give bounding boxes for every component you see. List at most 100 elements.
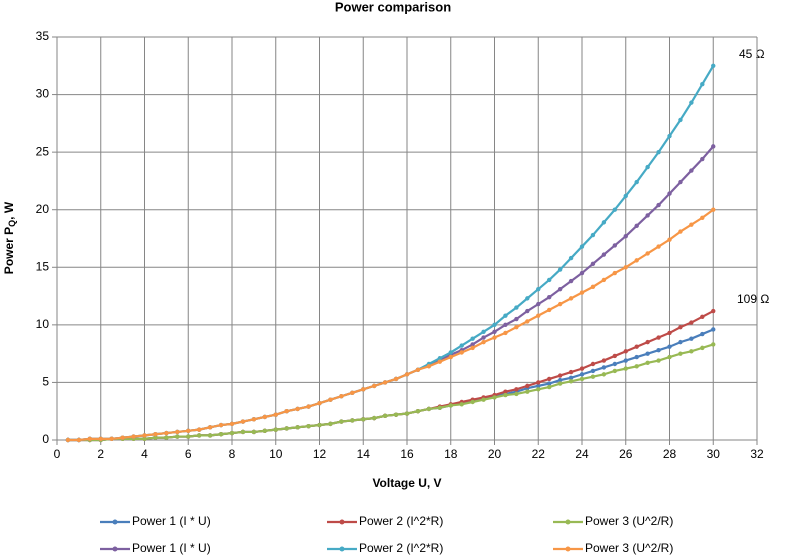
data-point: [218, 422, 224, 428]
data-point: [634, 364, 639, 369]
legend-label: Power 1 (I * U): [132, 514, 211, 528]
data-point: [645, 360, 650, 366]
data-point: [689, 168, 694, 173]
data-point: [546, 307, 552, 313]
data-point: [645, 213, 650, 218]
data-point: [612, 243, 618, 248]
data-point: [634, 354, 639, 360]
data-point: [667, 237, 672, 242]
data-point: [448, 350, 453, 355]
x-axis-label: Voltage U, V: [372, 476, 441, 490]
data-point: [426, 406, 432, 412]
data-point: [711, 63, 716, 68]
data-point: [371, 415, 377, 421]
data-point: [251, 429, 257, 435]
data-point: [568, 379, 574, 384]
legend-label: Power 2 (I^2*R): [359, 514, 443, 528]
data-point: [623, 265, 628, 270]
data-point: [536, 286, 541, 292]
data-point: [306, 423, 311, 429]
data-point: [678, 339, 683, 345]
data-point: [481, 329, 486, 334]
data-point: [470, 342, 475, 347]
data-point: [240, 419, 246, 424]
data-point: [623, 366, 628, 371]
data-point: [229, 430, 235, 436]
data-point: [557, 267, 563, 272]
data-point: [546, 376, 552, 382]
data-point: [568, 278, 574, 284]
x-tick-label: 14: [357, 447, 371, 461]
data-point: [339, 419, 344, 424]
data-point: [536, 383, 541, 389]
legend-marker: [565, 546, 571, 552]
data-point: [601, 252, 607, 257]
data-point: [634, 344, 639, 349]
series-line: [67, 65, 715, 442]
data-point: [273, 427, 278, 432]
series-line: [67, 145, 715, 442]
data-point: [142, 433, 147, 438]
legend-label: Power 1 (I * U): [132, 541, 211, 555]
data-point: [295, 406, 300, 412]
data-point: [700, 331, 705, 337]
data-point: [229, 421, 235, 427]
data-point: [590, 368, 596, 374]
data-point: [306, 404, 311, 409]
data-point: [667, 133, 672, 139]
data-point: [262, 414, 268, 420]
x-tick-label: 24: [575, 447, 589, 461]
data-point: [656, 335, 661, 340]
data-point: [656, 244, 661, 249]
data-point: [645, 251, 650, 256]
data-point: [153, 432, 158, 437]
data-point: [601, 220, 607, 225]
y-tick-label: 0: [42, 432, 49, 446]
x-tick-label: 28: [663, 447, 677, 461]
y-tick-label: 35: [36, 29, 50, 43]
y-label-suffix: , W: [2, 201, 16, 220]
data-point: [700, 314, 705, 319]
data-point: [481, 339, 486, 345]
data-point: [656, 347, 661, 353]
data-point: [503, 322, 508, 328]
data-point: [590, 361, 596, 367]
data-point: [711, 144, 716, 149]
data-point: [536, 301, 541, 307]
data-point: [711, 327, 716, 332]
data-point: [557, 377, 563, 383]
data-point: [601, 358, 607, 363]
data-point: [371, 383, 377, 389]
data-point: [601, 277, 607, 283]
data-point: [546, 381, 552, 386]
data-point: [437, 405, 443, 410]
data-point: [514, 324, 519, 330]
data-point: [678, 229, 683, 234]
data-point: [76, 437, 82, 443]
y-label-text: Power P: [2, 227, 16, 274]
data-point: [284, 426, 289, 431]
data-point: [382, 380, 388, 385]
data-point: [328, 397, 333, 402]
data-point: [207, 425, 213, 430]
x-tick-label: 30: [707, 447, 721, 461]
data-point: [437, 359, 443, 364]
data-point: [251, 417, 257, 422]
data-point: [514, 305, 519, 310]
data-point: [186, 434, 191, 439]
data-point: [601, 372, 607, 377]
data-point: [196, 433, 202, 438]
data-point: [525, 308, 530, 314]
data-point: [667, 191, 672, 196]
data-point: [503, 330, 508, 336]
data-point: [579, 270, 585, 276]
x-tick-label: 32: [750, 447, 764, 461]
data-point: [142, 436, 147, 442]
data-point: [700, 82, 705, 87]
data-point: [295, 425, 300, 430]
data-point: [590, 374, 596, 379]
chart-title: Power comparison: [335, 0, 451, 14]
data-point: [568, 296, 574, 301]
data-point: [568, 369, 574, 375]
